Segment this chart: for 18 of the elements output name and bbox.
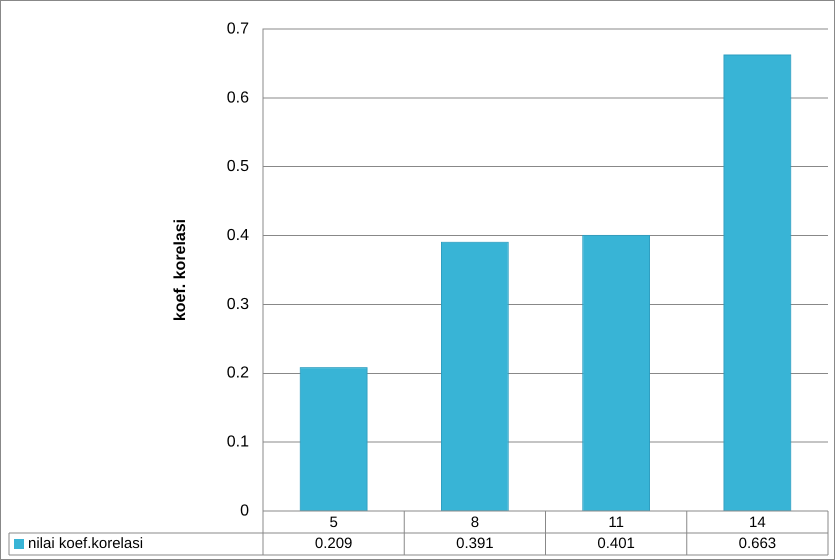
y-tick-label: 0.3: [226, 296, 250, 313]
data-label: 0.401: [597, 535, 635, 552]
x-tick-label: 11: [608, 514, 624, 532]
y-tick-label: 0.4: [226, 226, 250, 244]
y-tick-label: 0.6: [226, 89, 250, 106]
y-axis-title: koef. korelasi: [172, 218, 190, 322]
y-tick-label: 0.2: [226, 364, 250, 382]
data-label: 0.663: [738, 535, 776, 552]
x-tick-label: 8: [470, 514, 480, 532]
y-tick-label: 0: [240, 502, 250, 520]
y-tick-label: 0.1: [226, 434, 250, 451]
y-tick-label: 0.7: [226, 20, 250, 38]
x-tick-label: 14: [749, 514, 766, 532]
legend-label: nilai koef.korelasi: [28, 535, 144, 552]
x-tick-label: 5: [329, 514, 338, 532]
data-label: 0.209: [314, 535, 352, 552]
y-tick-label: 0.5: [226, 158, 250, 176]
data-label: 0.391: [456, 535, 494, 552]
